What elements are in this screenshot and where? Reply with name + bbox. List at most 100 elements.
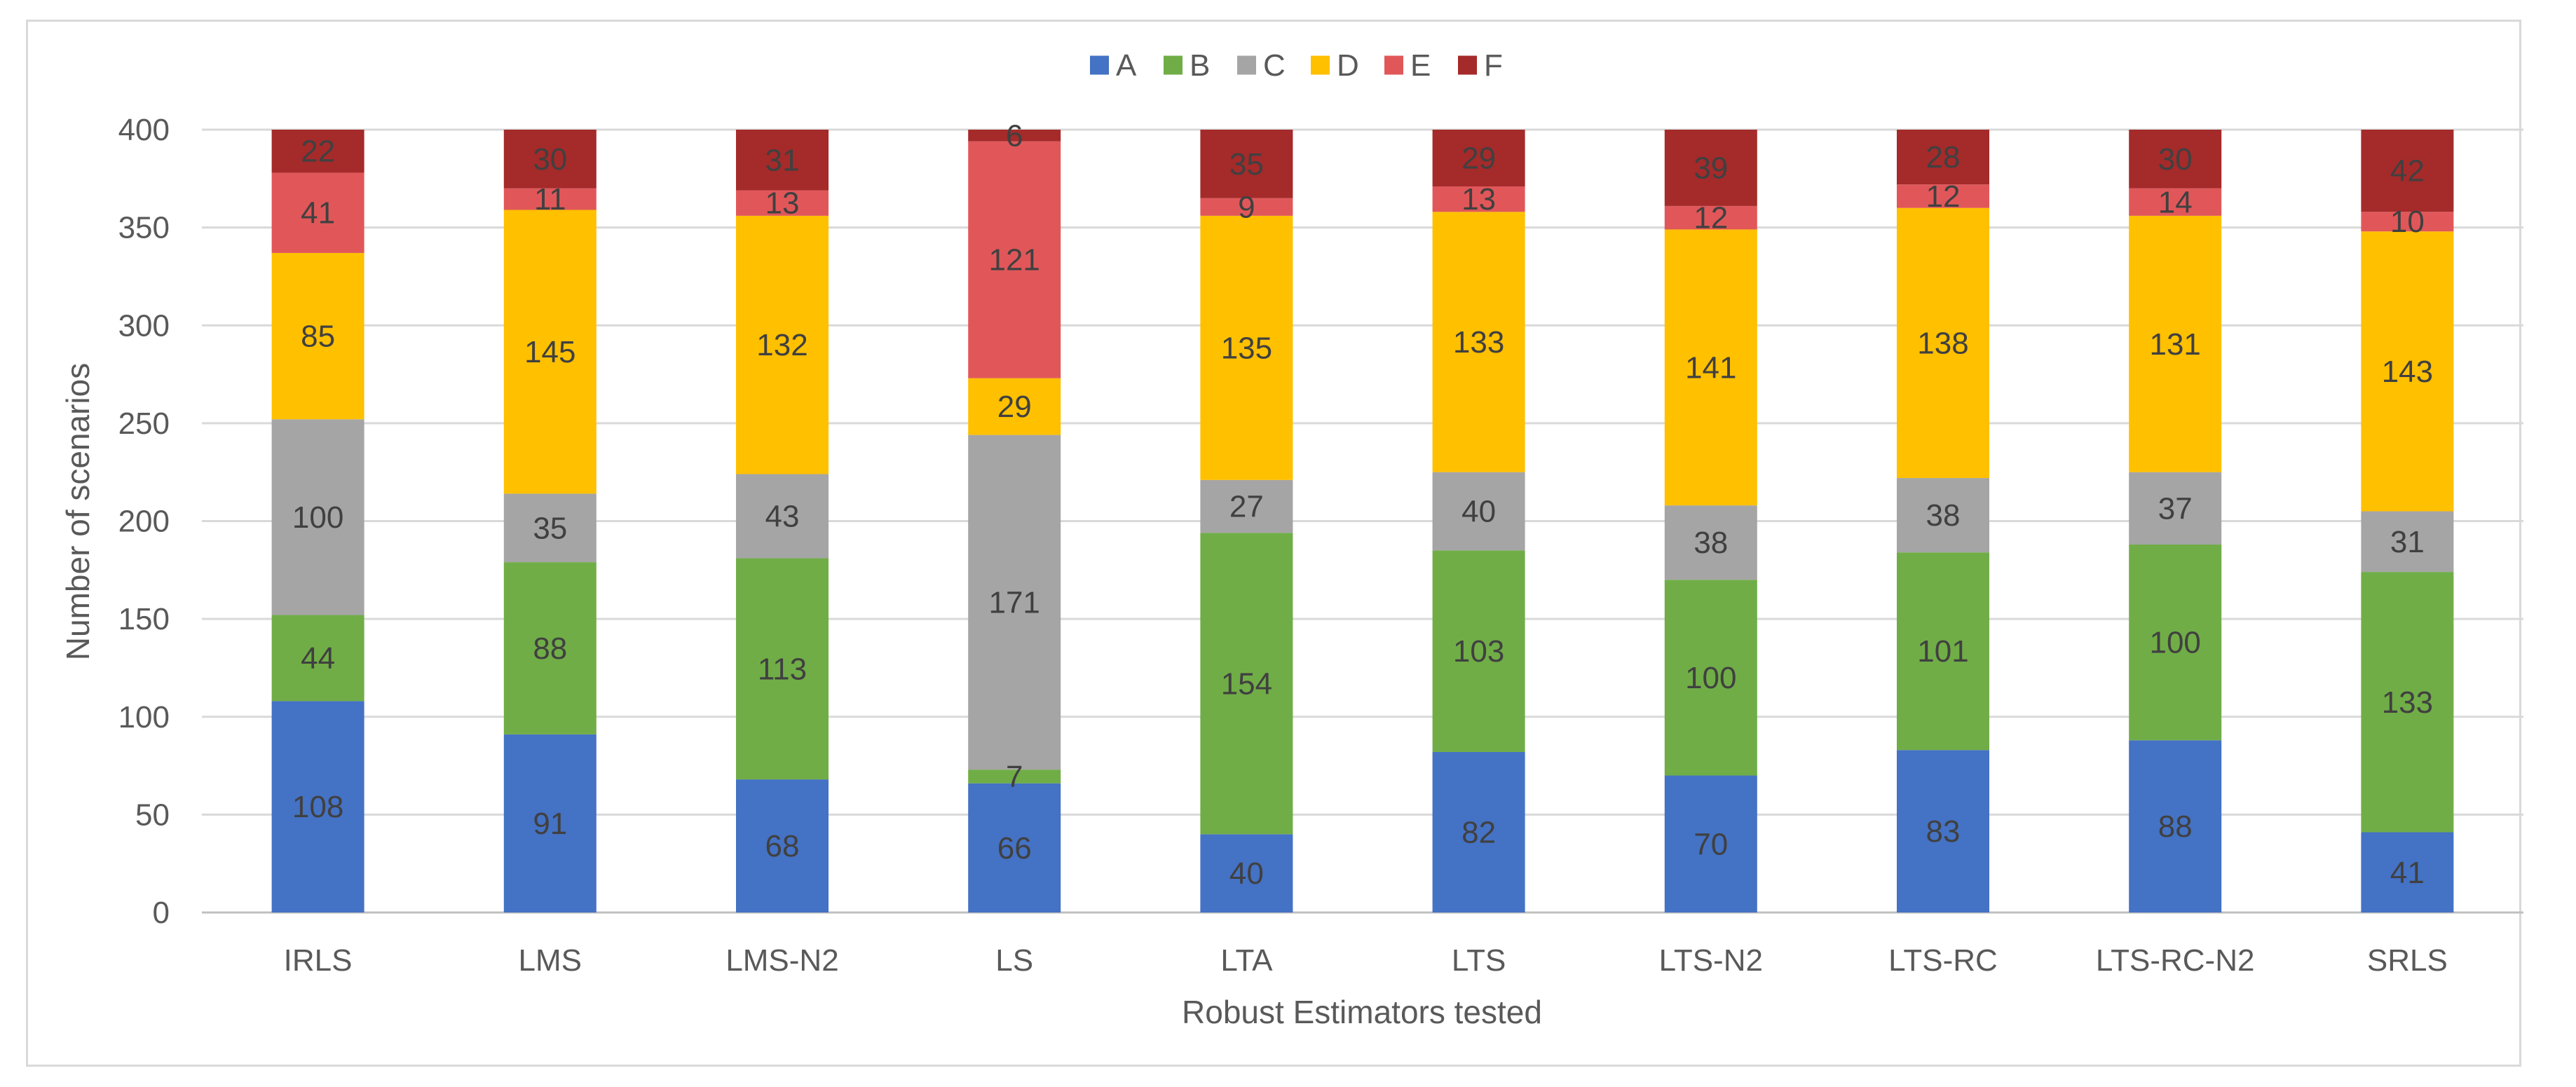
legend-label-F: F: [1484, 48, 1503, 83]
legend: A B C D E F: [1090, 48, 1503, 83]
data-label-LTS-RC-N2-F: 30: [2158, 142, 2193, 177]
y-axis-ticks: 0 50 100 150 200 250 300 350 400: [118, 113, 170, 930]
bar-LTS-C: [1432, 472, 1525, 551]
bar-LTA-F: [1200, 130, 1293, 198]
data-label-LMS-F: 30: [533, 142, 567, 177]
data-label-LTS-N2-B: 100: [1685, 661, 1736, 695]
x-tick-label-LTS: LTS: [1452, 943, 1506, 978]
y-tick-label: 350: [118, 211, 170, 245]
bar-IRLS-C: [271, 419, 364, 615]
data-label-LMS-C: 35: [533, 511, 567, 545]
bar-LTS-RC-N2-F: [2129, 130, 2222, 189]
bar-LMS-N2-E: [736, 190, 829, 216]
bar-LTS-N2-B: [1664, 580, 1757, 776]
data-label-LS-E: 121: [988, 243, 1040, 278]
data-label-LS-F: 6: [1006, 118, 1023, 153]
bar-SRLS-C: [2361, 511, 2454, 573]
data-label-IRLS-E: 41: [301, 196, 335, 231]
legend-label-D: D: [1337, 48, 1359, 83]
bar-LS-C: [968, 435, 1061, 770]
y-tick-label: 50: [135, 798, 170, 832]
data-label-LTS-RC-N2-A: 88: [2158, 809, 2193, 844]
bar-LTS-N2-E: [1664, 205, 1757, 230]
data-label-LTS-N2-C: 38: [1694, 526, 1728, 560]
bar-LS-F: [968, 130, 1061, 142]
data-label-IRLS-F: 22: [301, 135, 335, 169]
bar-LTA-B: [1200, 533, 1293, 835]
bar-LTS-RC-D: [1897, 207, 1989, 479]
data-label-LMS-N2-B: 113: [758, 652, 807, 686]
bar-LTS-N2-C: [1664, 505, 1757, 580]
data-label-LMS-N2-C: 43: [765, 500, 800, 534]
data-label-LTS-F: 29: [1461, 141, 1496, 175]
data-label-IRLS-C: 100: [292, 500, 343, 535]
data-label-LTS-RC-E: 12: [1926, 179, 1961, 214]
bar-LMS-C: [503, 493, 597, 563]
bar-LTA-C: [1200, 479, 1293, 533]
bar-LMS-E: [503, 188, 597, 210]
bar-LMS-B: [503, 562, 597, 734]
bar-SRLS-E: [2361, 212, 2454, 232]
data-label-LTS-E: 13: [1461, 182, 1496, 217]
bar-LMS-D: [503, 210, 597, 494]
legend-swatch-A: [1090, 55, 1109, 75]
bar-LTS-RC-N2-E: [2129, 188, 2222, 216]
bar-LMS-N2-B: [736, 558, 829, 780]
bar-LTS-B: [1432, 550, 1525, 753]
x-tick-label-LTA: LTA: [1220, 943, 1273, 978]
bar-SRLS-A: [2361, 832, 2454, 912]
bar-LMS-N2-C: [736, 474, 829, 559]
bar-LS-E: [968, 141, 1061, 378]
data-label-LTS-RC-F: 28: [1926, 140, 1961, 175]
bar-LTS-N2-A: [1664, 775, 1757, 912]
x-tick-label-LMS-N2: LMS-N2: [725, 943, 838, 978]
bar-LTA-E: [1200, 198, 1293, 216]
data-label-LMS-A: 91: [533, 807, 567, 841]
bar-LTS-RC-N2-D: [2129, 215, 2222, 472]
x-tick-label-LTS-N2: LTS-N2: [1659, 943, 1763, 978]
bar-IRLS-B: [271, 615, 364, 702]
bar-SRLS-F: [2361, 130, 2454, 212]
x-axis-ticks: IRLS LMS LMS-N2 LS LTA LTS LTS-N2 LTS-RC LTS-RC-…: [284, 943, 2448, 978]
y-tick-label: 100: [118, 700, 170, 734]
data-label-LMS-B: 88: [533, 631, 567, 666]
y-tick-label: 250: [118, 406, 170, 441]
bar-IRLS-A: [271, 701, 364, 912]
data-label-LTS-RC-N2-E: 14: [2158, 185, 2193, 219]
bar-SRLS-B: [2361, 572, 2454, 833]
bar-LTS-N2-D: [1664, 229, 1757, 506]
data-label-SRLS-E: 10: [2390, 205, 2425, 239]
data-label-LS-B: 7: [1006, 760, 1023, 794]
bar-LTS-RC-C: [1897, 478, 1989, 553]
legend-swatch-B: [1164, 55, 1183, 75]
data-label-LTS-RC-N2-B: 100: [2149, 626, 2200, 660]
data-label-LMS-N2-D: 132: [756, 328, 807, 362]
x-tick-label-LTS-RC: LTS-RC: [1888, 943, 1998, 978]
x-axis-title: Robust Estimators tested: [1182, 994, 1542, 1030]
x-tick-label-IRLS: IRLS: [284, 943, 353, 978]
bar-LTS-RC-B: [1897, 552, 1989, 751]
bar-LS-A: [968, 783, 1061, 912]
bar-IRLS-D: [271, 252, 364, 420]
data-label-SRLS-F: 42: [2390, 154, 2425, 189]
data-label-LTS-N2-A: 70: [1694, 827, 1728, 861]
data-labels: 1084410085412291883514511306811343132133…: [292, 118, 2433, 891]
bars: [271, 130, 2454, 912]
bar-LTS-RC-N2-B: [2129, 545, 2222, 741]
data-label-LTS-N2-D: 141: [1685, 350, 1736, 385]
x-tick-label-LTS-RC-N2: LTS-RC-N2: [2096, 943, 2255, 978]
bar-LMS-A: [503, 734, 597, 912]
legend-label-B: B: [1190, 48, 1210, 83]
data-label-IRLS-A: 108: [292, 790, 343, 824]
data-label-LTS-B: 103: [1453, 634, 1504, 669]
x-tick-label-LS: LS: [995, 943, 1033, 978]
x-tick-label-SRLS: SRLS: [2367, 943, 2448, 978]
data-label-LTS-RC-C: 38: [1926, 498, 1961, 533]
bar-LTS-A: [1432, 752, 1525, 912]
data-label-LMS-N2-A: 68: [765, 829, 800, 863]
bar-LTA-A: [1200, 834, 1293, 912]
data-label-LTS-RC-N2-D: 131: [2149, 327, 2200, 362]
data-label-LTS-RC-D: 138: [1917, 326, 1968, 360]
bar-LS-D: [968, 378, 1061, 435]
y-tick-label: 150: [118, 602, 170, 636]
